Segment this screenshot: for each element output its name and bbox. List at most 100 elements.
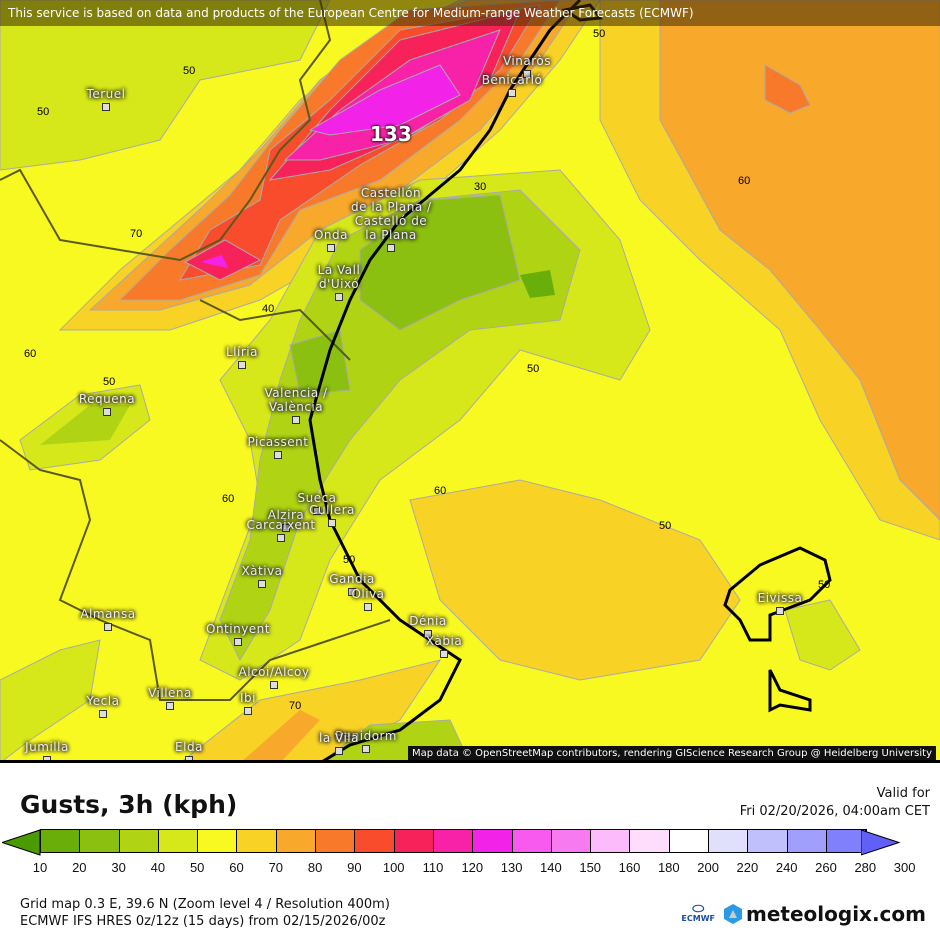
weather-map[interactable]: This service is based on data and produc… [0, 0, 940, 763]
city-marker [776, 607, 784, 615]
city-marker [362, 745, 370, 753]
colorbar-swatch [198, 830, 238, 852]
city-marker [523, 70, 531, 78]
city-label: Ibi [240, 691, 256, 705]
model-metadata: Grid map 0.3 E, 39.6 N (Zoom level 4 / R… [20, 896, 390, 930]
contour-label: 60 [738, 175, 751, 187]
contour-label: 60 [434, 485, 447, 497]
city-label: Benidorm [335, 729, 397, 743]
colorbar-tick: 10 [32, 860, 48, 875]
city-marker [102, 103, 110, 111]
contour-label: 70 [289, 700, 302, 712]
colorbar-tick: 60 [229, 860, 244, 875]
colorbar-swatch [630, 830, 670, 852]
colorbar-tick: 30 [111, 860, 126, 875]
colorbar-tick: 100 [382, 860, 405, 875]
colorbar-swatch [394, 830, 434, 852]
city-marker [328, 519, 336, 527]
city-marker [277, 534, 285, 542]
colorbar-swatch [119, 830, 159, 852]
contour-label: 50 [593, 28, 606, 40]
colorbar-tick: 200 [697, 860, 719, 875]
city-label: Requena [78, 392, 136, 406]
valid-time: Fri 02/20/2026, 04:00am CET [739, 804, 930, 819]
city-marker [313, 507, 321, 515]
city-label: Ontinyent [206, 622, 270, 636]
colorbar-tick: 180 [657, 860, 680, 875]
city-label: Almansa [80, 607, 136, 621]
colorbar-swatch [669, 830, 710, 852]
colorbar-swatch [316, 830, 356, 852]
contour-label: 50 [103, 376, 116, 388]
city-marker [99, 710, 107, 718]
ecmwf-icon: ⬭ [692, 901, 705, 917]
city-label: Eivissa [757, 591, 803, 605]
city-marker [335, 747, 343, 755]
city-marker [244, 707, 252, 715]
map-attribution: Map data © OpenStreetMap contributors, r… [408, 746, 936, 760]
city-marker [270, 681, 278, 689]
colorbar-swatch [591, 830, 631, 852]
contour-label: 50 [343, 554, 356, 566]
city-label: Yecla [86, 694, 120, 708]
city-marker [424, 630, 432, 638]
colorbar-swatch [41, 830, 81, 852]
city-label: Alzira [267, 508, 305, 522]
gust-contour-field [0, 0, 940, 760]
city-marker [327, 244, 335, 252]
colorbar-tick: 50 [189, 860, 205, 875]
max-gust-label: 133 [370, 122, 412, 146]
colorbar-tick: 130 [500, 860, 523, 875]
contour-label: 30 [474, 181, 487, 193]
valid-time-block: Valid for Fri 02/20/2026, 04:00am CET [740, 785, 930, 821]
city-label: Elda [175, 740, 203, 754]
city-marker [103, 408, 111, 416]
legend-title: Gusts, 3h (kph) [20, 790, 238, 819]
contour-label: 50 [183, 65, 196, 77]
colorbar-left-arrow [2, 829, 41, 856]
city-marker [43, 756, 51, 760]
contour-label: 70 [130, 228, 143, 240]
city-marker [364, 603, 372, 611]
logos: ⬭ ECMWF meteologix.com [681, 902, 926, 926]
colorbar-tick: 40 [150, 860, 166, 875]
city-label: Sueca [297, 491, 337, 505]
city-label: Llíria [226, 345, 258, 359]
ecmwf-logo[interactable]: ⬭ ECMWF [681, 901, 716, 923]
city-label: Dénia [409, 614, 447, 628]
city-label: Villena [148, 686, 192, 700]
ecmwf-disclaimer-banner: This service is based on data and produc… [0, 0, 940, 26]
city-label: Jumilla [25, 740, 69, 754]
colorbar-swatch [709, 830, 749, 852]
city-label: Alcoi/Alcoy [238, 665, 310, 679]
city-marker [440, 650, 448, 658]
city-marker [234, 638, 242, 646]
contour-label: 60 [24, 348, 37, 360]
colorbar-tick: 150 [579, 860, 602, 875]
colorbar-tick: 140 [540, 860, 562, 875]
colorbar-tick: 160 [618, 860, 641, 875]
colorbar-swatch [237, 830, 277, 852]
colorbar-tick: 120 [461, 860, 484, 875]
city-marker [282, 524, 290, 532]
contour-label: 50 [527, 363, 540, 375]
contour-label: 50 [659, 520, 672, 532]
colorbar-tick: 110 [422, 860, 444, 875]
colorbar-swatch [551, 830, 592, 852]
colorbar-tick: 280 [854, 860, 877, 875]
colorbar-swatch [748, 830, 788, 852]
colorbar-tick: 240 [775, 860, 798, 875]
meteologix-logo[interactable]: meteologix.com [723, 902, 926, 926]
colorbar-swatch [473, 830, 513, 852]
city-label: Carcaixent [246, 518, 316, 532]
colorbar-tick: 70 [268, 860, 284, 875]
city-label: Valencia / València [264, 386, 328, 414]
meteologix-hex-icon [724, 904, 743, 924]
city-label: Xàbia [425, 634, 463, 648]
colorbar-tick: 300 [893, 860, 916, 875]
colorbar-swatch [355, 830, 395, 852]
city-label: Picassent [247, 435, 309, 449]
colorbar-tick: 80 [307, 860, 323, 875]
colorbar-right-arrow [861, 829, 901, 856]
city-label: Cullera [309, 503, 355, 517]
